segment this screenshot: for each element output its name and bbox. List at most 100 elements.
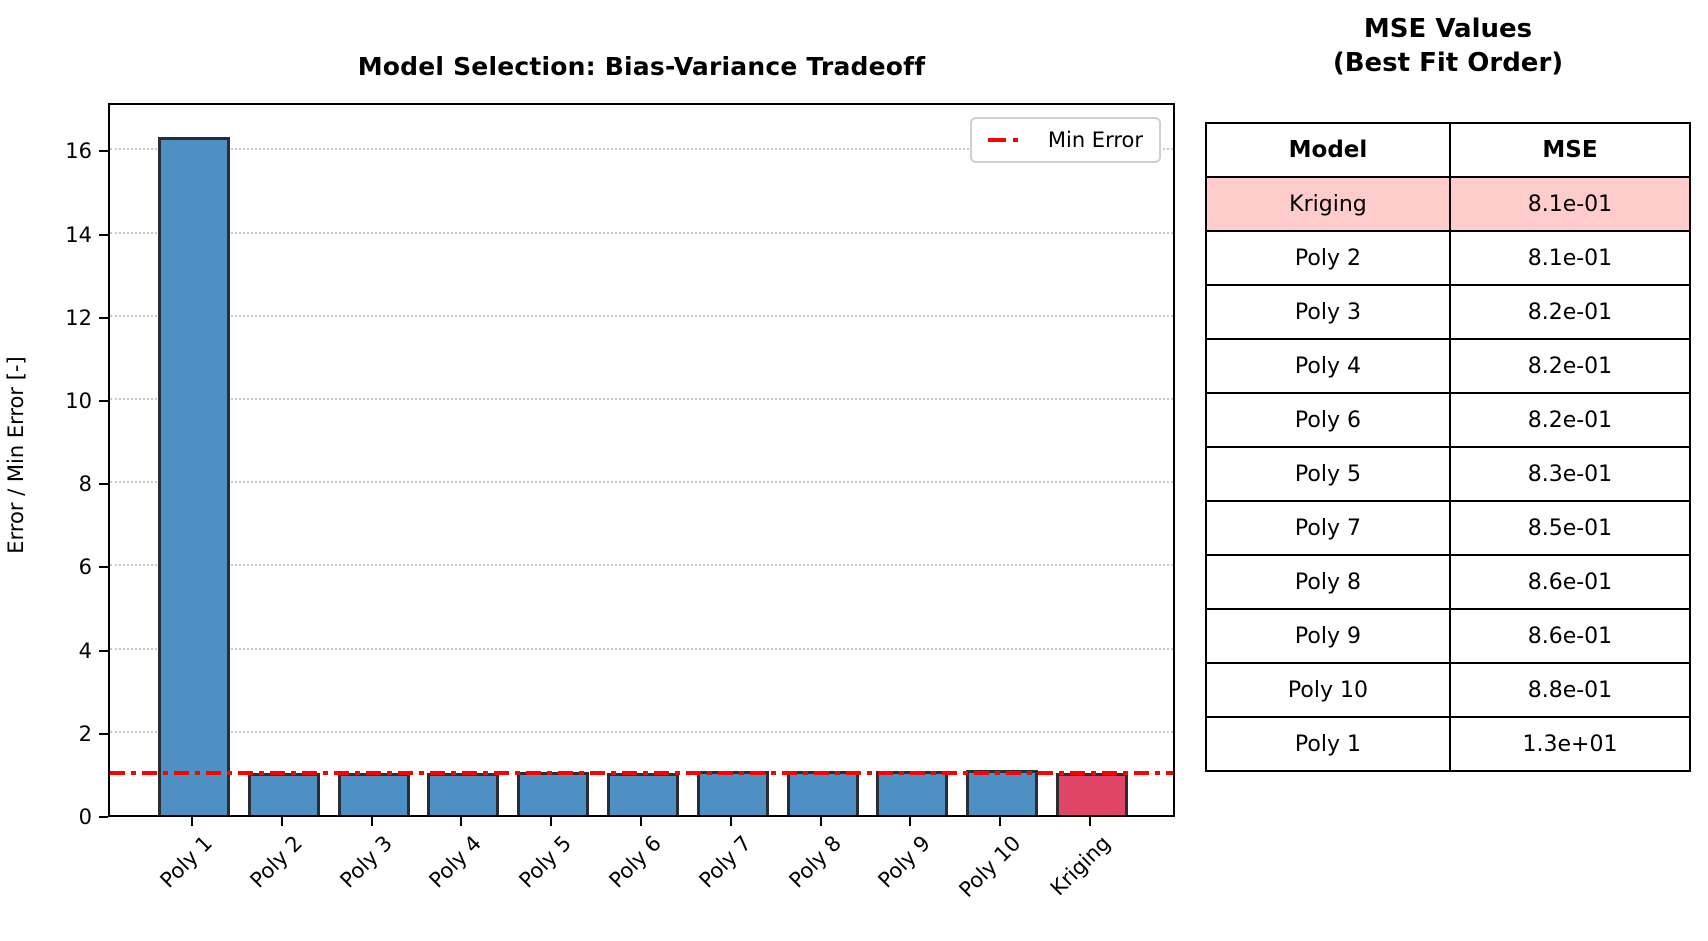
cell-model: Poly 1 [1205, 716, 1451, 772]
bar-poly-10 [966, 769, 1039, 815]
cell-mse: 1.3e+01 [1448, 716, 1692, 772]
bar-poly-9 [876, 770, 949, 815]
cell-model: Poly 10 [1205, 662, 1451, 718]
table-title-line2: (Best Fit Order) [1332, 48, 1564, 78]
cell-model: Kriging [1205, 176, 1451, 232]
xtick-label-text: Poly 10 [954, 831, 1026, 903]
table-title: MSE Values (Best Fit Order) [1205, 12, 1691, 80]
mse-table: Model MSE Kriging 8.1e-01 Poly 2 8.1e-01 Pol… [1205, 122, 1692, 772]
xtick-mark-11 [1089, 817, 1091, 826]
ytick-label-12: 12 [65, 305, 92, 330]
ytick-mark-2 [99, 732, 108, 735]
xtick-mark-4 [460, 817, 463, 826]
bar-kriging [1056, 773, 1128, 815]
ytick-mark-10 [99, 400, 108, 402]
xtick-mark-9 [909, 817, 912, 826]
ytick-label-0: 0 [78, 805, 92, 829]
cell-model: Poly 9 [1205, 608, 1451, 664]
bar-poly-7 [696, 771, 769, 815]
ytick-mark-0 [99, 816, 108, 818]
cell-mse: 8.1e-01 [1448, 176, 1692, 232]
gridline-y14 [110, 231, 1173, 234]
table-row-poly-6: Poly 6 8.2e-01 [1205, 392, 1692, 448]
ytick-label-14: 14 [65, 222, 92, 247]
ytick-label-2: 2 [78, 721, 92, 746]
cell-mse: 8.5e-01 [1448, 500, 1692, 556]
table-row-poly-5: Poly 5 8.3e-01 [1205, 446, 1692, 502]
table-row-poly-4: Poly 4 8.2e-01 [1205, 338, 1692, 394]
y-axis-label: Error / Min Error [-] [4, 356, 28, 554]
legend: Min Error [969, 117, 1161, 163]
gridline-y4 [110, 647, 1173, 650]
gridline-y2 [110, 730, 1173, 733]
cell-model: Poly 8 [1205, 554, 1451, 610]
xtick-label-text: Poly 2 [245, 831, 307, 893]
bar-poly-5 [517, 772, 590, 815]
gridline-y8 [110, 481, 1173, 484]
table-row-poly-10: Poly 10 8.8e-01 [1205, 662, 1692, 718]
xtick-label-text: Poly 8 [784, 831, 846, 893]
cell-model: Poly 4 [1205, 338, 1451, 394]
cell-model: Poly 5 [1205, 446, 1451, 502]
ytick-label-6: 6 [78, 555, 92, 580]
xtick-label-text: Poly 9 [873, 831, 936, 893]
cell-model: Poly 7 [1205, 500, 1451, 556]
table-row-poly-2: Poly 2 8.1e-01 [1205, 230, 1692, 286]
ytick-mark-8 [99, 483, 108, 486]
xtick-mark-7 [729, 817, 732, 826]
xtick-mark-8 [819, 817, 822, 826]
ytick-label-4: 4 [78, 638, 92, 663]
cell-mse: 8.8e-01 [1448, 662, 1692, 718]
bar-poly-1 [158, 136, 230, 815]
xtick-mark-5 [550, 817, 553, 826]
legend-label: Min Error [1047, 128, 1143, 152]
cell-mse: 8.2e-01 [1448, 338, 1692, 394]
plot-area: Min Error [108, 103, 1175, 817]
xtick-mark-3 [370, 817, 373, 826]
bar-poly-2 [247, 773, 320, 815]
gridline-y12 [110, 314, 1173, 317]
min-error-line [110, 771, 1173, 776]
cell-mse: 8.3e-01 [1448, 446, 1692, 502]
ytick-mark-14 [99, 233, 108, 236]
gridline-y6 [110, 564, 1173, 567]
gridline-y16 [110, 148, 1173, 151]
xtick-label-text: Poly 4 [424, 831, 487, 893]
bar-poly-4 [427, 772, 500, 815]
table-row-poly-1: Poly 1 1.3e+01 [1205, 716, 1692, 772]
bar-poly-8 [786, 770, 859, 815]
ytick-mark-12 [99, 316, 108, 319]
cell-model: Poly 6 [1205, 392, 1451, 448]
cell-model: Poly 3 [1205, 284, 1451, 340]
table-row-poly-3: Poly 3 8.2e-01 [1205, 284, 1692, 340]
bar-poly-3 [337, 772, 410, 815]
cell-mse: 8.2e-01 [1448, 284, 1692, 340]
min-error-line-sample [987, 138, 1034, 142]
ytick-label-10: 10 [65, 389, 92, 413]
mse-table-grid: Model MSE Kriging 8.1e-01 Poly 2 8.1e-01 Pol… [1205, 122, 1692, 772]
xtick-mark-6 [640, 817, 642, 826]
xtick-label-text: Kriging [1045, 831, 1115, 901]
xtick-mark-2 [280, 817, 283, 826]
table-header-mse: MSE [1448, 122, 1692, 178]
table-header-row: Model MSE [1205, 122, 1692, 178]
xtick-label-text: Poly 6 [604, 831, 666, 893]
cell-model: Poly 2 [1205, 230, 1451, 286]
table-title-line1: MSE Values [1363, 14, 1533, 44]
table-header-model: Model [1205, 122, 1451, 178]
bar-poly-6 [607, 772, 679, 815]
table-row-poly-9: Poly 9 8.6e-01 [1205, 608, 1692, 664]
ytick-mark-16 [99, 150, 108, 153]
xtick-label-text: Poly 1 [155, 831, 217, 893]
table-row-kriging: Kriging 8.1e-01 [1205, 176, 1692, 232]
cell-mse: 8.2e-01 [1448, 392, 1692, 448]
cell-mse: 8.6e-01 [1448, 554, 1692, 610]
xtick-label-text: Poly 5 [514, 831, 577, 893]
chart-title: Model Selection: Bias-Variance Tradeoff [357, 52, 926, 81]
xtick-mark-1 [191, 817, 193, 826]
xtick-label-text: Poly 3 [335, 831, 397, 893]
cell-mse: 8.6e-01 [1448, 608, 1692, 664]
ytick-mark-6 [99, 566, 108, 569]
table-row-poly-7: Poly 7 8.5e-01 [1205, 500, 1692, 556]
gridline-y10 [110, 398, 1173, 400]
